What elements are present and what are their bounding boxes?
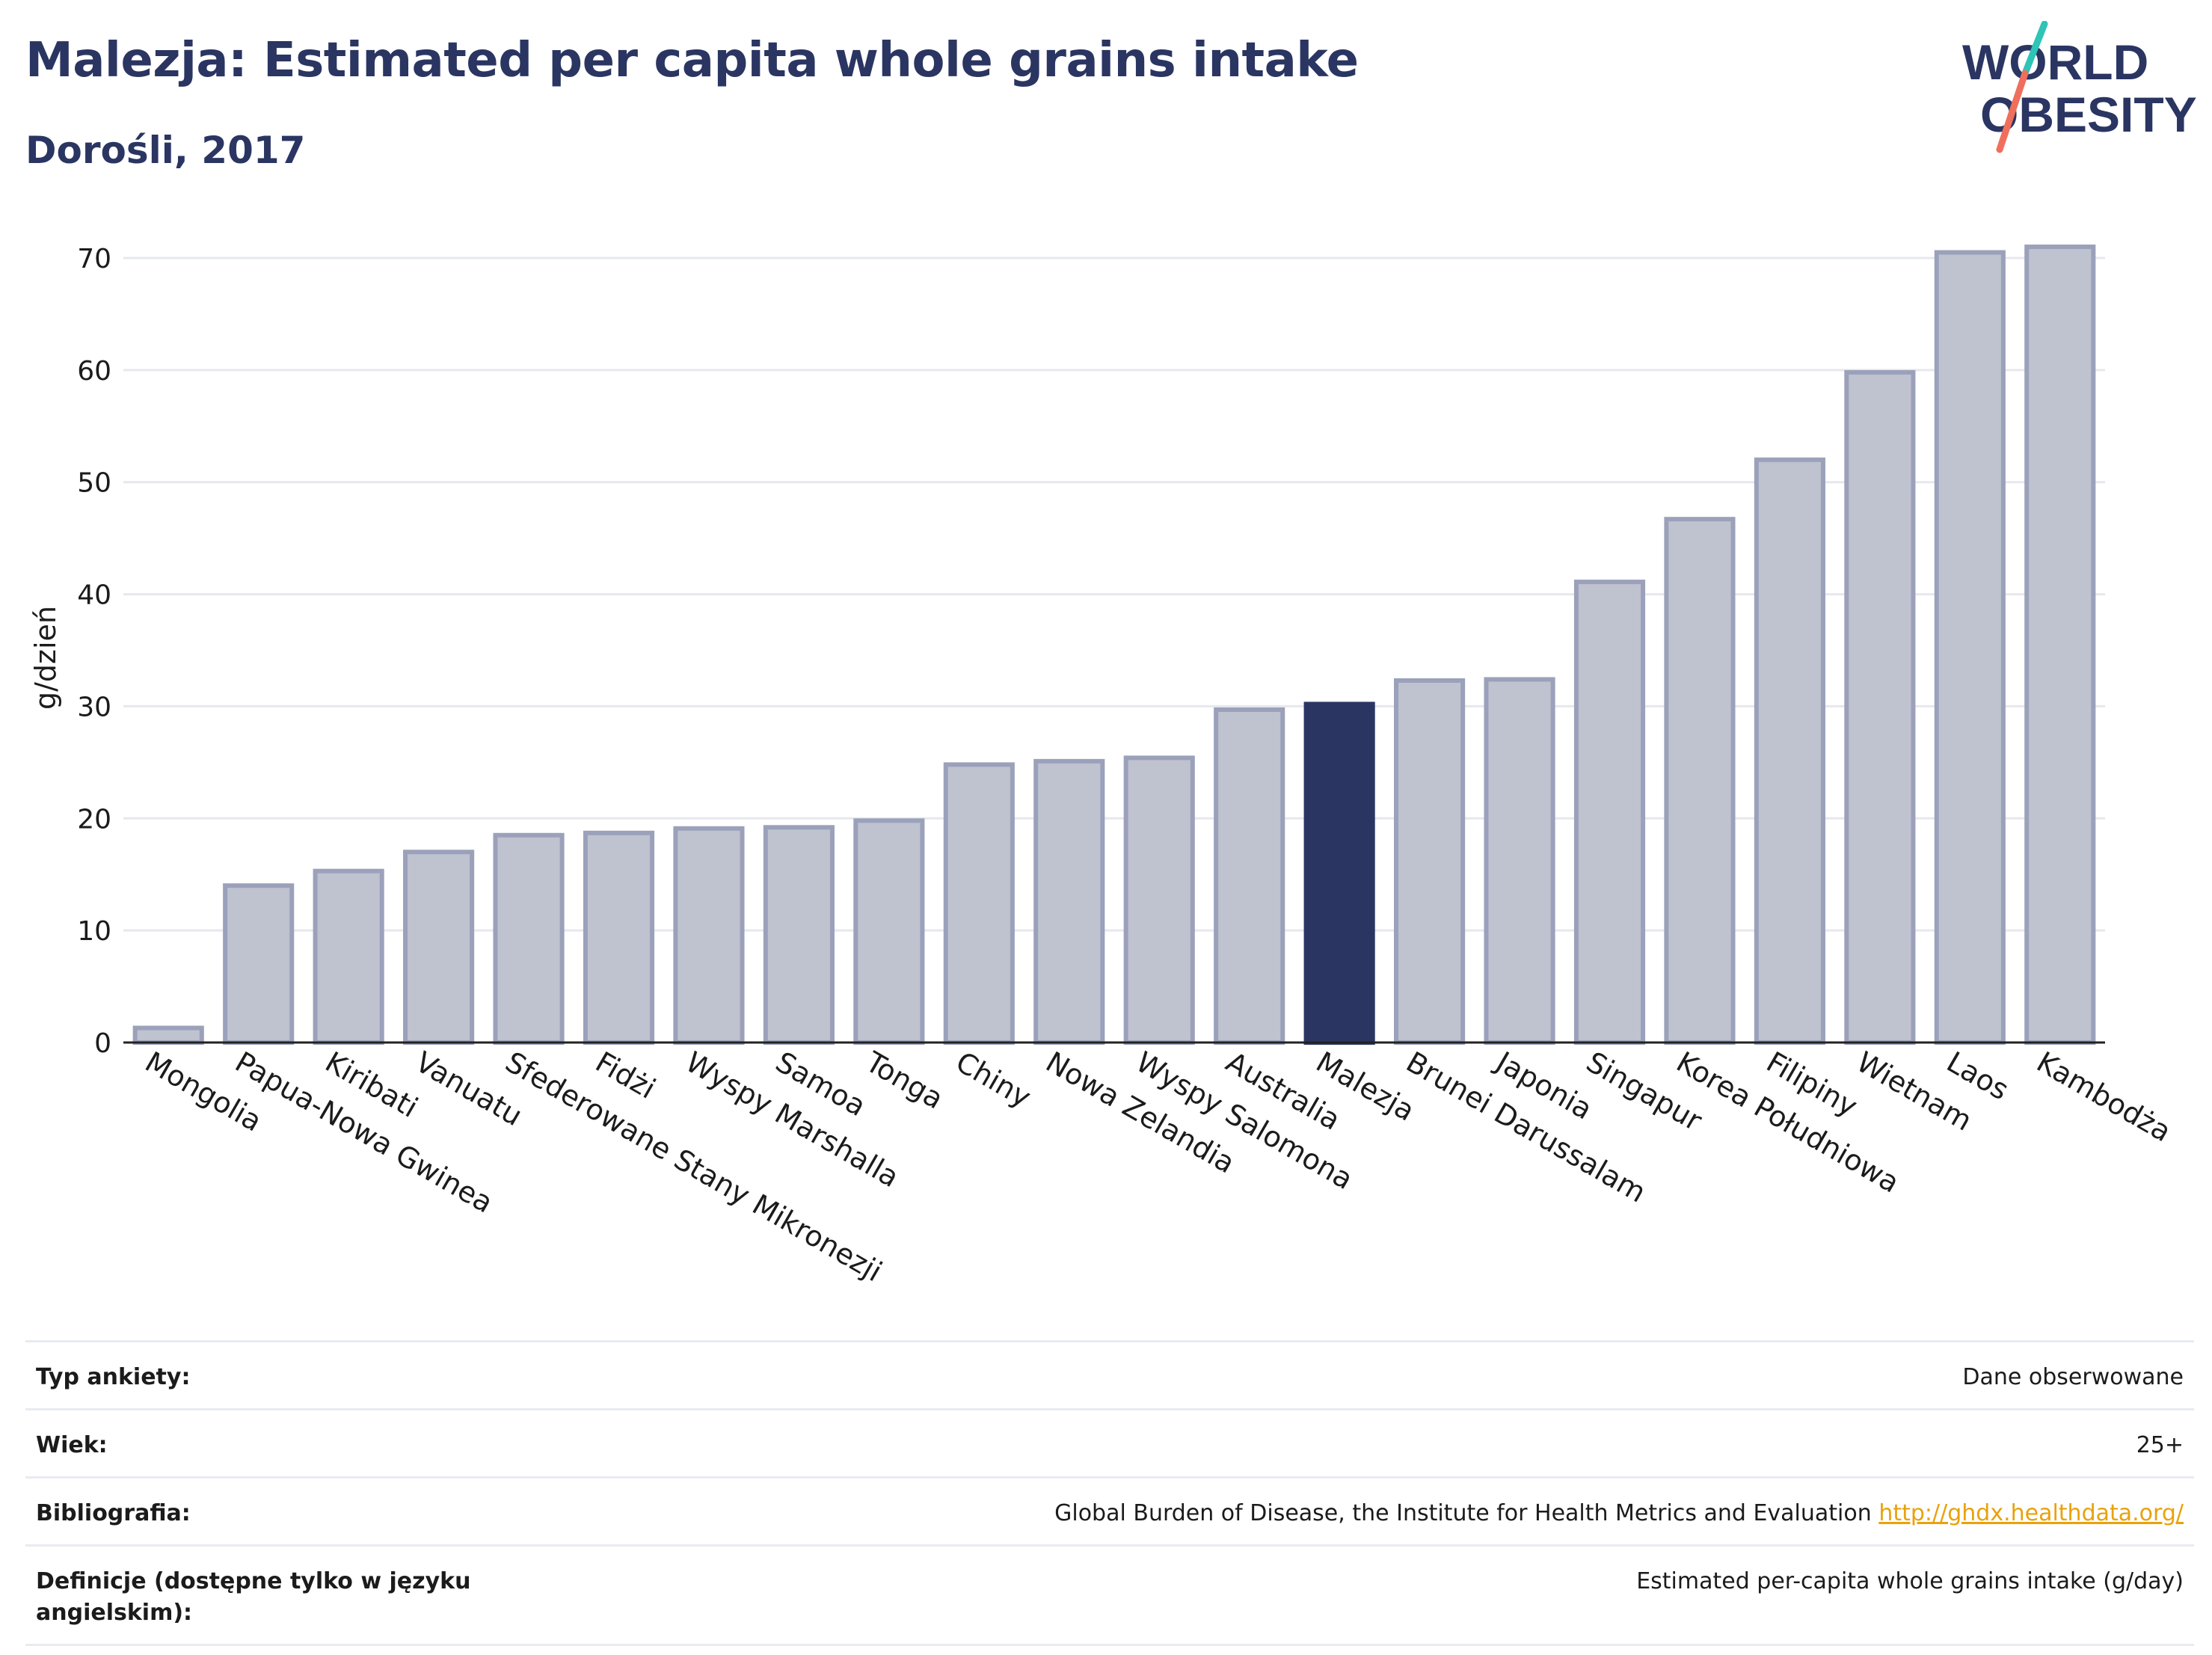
logo-teal-slash: [2021, 21, 2048, 77]
bar-papua-nowa-gwinea: [223, 883, 295, 1045]
info-value: Estimated per-capita whole grains intake…: [1636, 1566, 2184, 1597]
bar-tonga: [853, 818, 925, 1045]
info-value-text: Global Burden of Disease, the Institute …: [1054, 1500, 1872, 1526]
bar-chiny: [943, 762, 1015, 1045]
y-tick-label: 70: [77, 244, 111, 274]
info-row: Definicje (dostępne tylko w języku angie…: [25, 1547, 2194, 1646]
info-value-text: Dane obserwowane: [1962, 1364, 2184, 1390]
bar-nowa-zelandia: [1033, 758, 1105, 1045]
y-tick-label: 50: [77, 468, 111, 499]
info-label: Definicje (dostępne tylko w języku angie…: [36, 1568, 471, 1626]
bar-brunei-darussalam: [1394, 678, 1466, 1045]
page-title: Malezja: Estimated per capita whole grai…: [25, 33, 1359, 88]
bars: [132, 245, 2096, 1045]
info-row: Typ ankiety: Dane obserwowane: [25, 1342, 2194, 1410]
bar-laos: [1934, 250, 2006, 1045]
info-label: Wiek:: [36, 1432, 108, 1458]
bar-singapur: [1573, 580, 1646, 1045]
bar-filipiny: [1754, 457, 1825, 1045]
bar-kiribati: [313, 868, 384, 1045]
bar-wyspy-salomona: [1123, 755, 1195, 1045]
bar-wietnam: [1844, 369, 1916, 1045]
bar-samoa: [763, 825, 835, 1045]
x-tick-label: Chiny: [950, 1045, 1036, 1114]
logo-line-world: WORLD: [1962, 34, 2148, 90]
info-value-text: Estimated per-capita whole grains intake…: [1636, 1568, 2184, 1594]
info-value: 25+: [2136, 1430, 2184, 1461]
y-axis-ticks: 0 10 20 30 40 50 60 70: [77, 244, 111, 1059]
info-row: Wiek: 25+: [25, 1410, 2194, 1479]
bar-fidżi: [583, 830, 655, 1045]
info-value-text: 25+: [2136, 1432, 2184, 1458]
bar-mongolia: [132, 1025, 204, 1045]
y-tick-label: 40: [77, 580, 111, 611]
bar-wyspy-marshalla: [673, 826, 745, 1045]
y-tick-label: 10: [77, 916, 111, 947]
bibliography-link[interactable]: http://ghdx.healthdata.org/: [1878, 1500, 2184, 1526]
world-obesity-logo: WORLD OBESITY: [1962, 21, 2197, 153]
info-value: Dane obserwowane: [1962, 1362, 2184, 1393]
y-tick-label: 60: [77, 356, 111, 387]
y-tick-label: 20: [77, 804, 111, 835]
info-table: Typ ankiety: Dane obserwowane Wiek: 25+ Bibl…: [25, 1340, 2194, 1646]
bar-vanuatu: [403, 850, 475, 1045]
bar-malezja: [1303, 701, 1375, 1045]
info-value: Global Burden of Disease, the Institute …: [1054, 1498, 2184, 1529]
bar-kambodża: [2024, 245, 2096, 1045]
bar-japonia: [1484, 677, 1555, 1045]
info-label: Typ ankiety:: [36, 1364, 191, 1390]
info-row: Bibliografia: Global Burden of Disease, t…: [25, 1479, 2194, 1547]
y-axis-label: g/dzień: [29, 606, 62, 710]
x-tick-label: Kambodża: [2031, 1045, 2177, 1149]
logo-coral-slash: [1996, 70, 2029, 153]
bar-australia: [1214, 707, 1285, 1045]
bar-korea-południowa: [1664, 517, 1736, 1045]
x-tick-label: Tonga: [859, 1045, 948, 1115]
y-tick-label: 0: [94, 1028, 111, 1059]
page-subtitle: Dorośli, 2017: [25, 129, 306, 172]
info-label: Bibliografia:: [36, 1500, 191, 1526]
bar-sfederowane-stany-mikronezji: [493, 832, 565, 1045]
y-tick-label: 30: [77, 692, 111, 722]
